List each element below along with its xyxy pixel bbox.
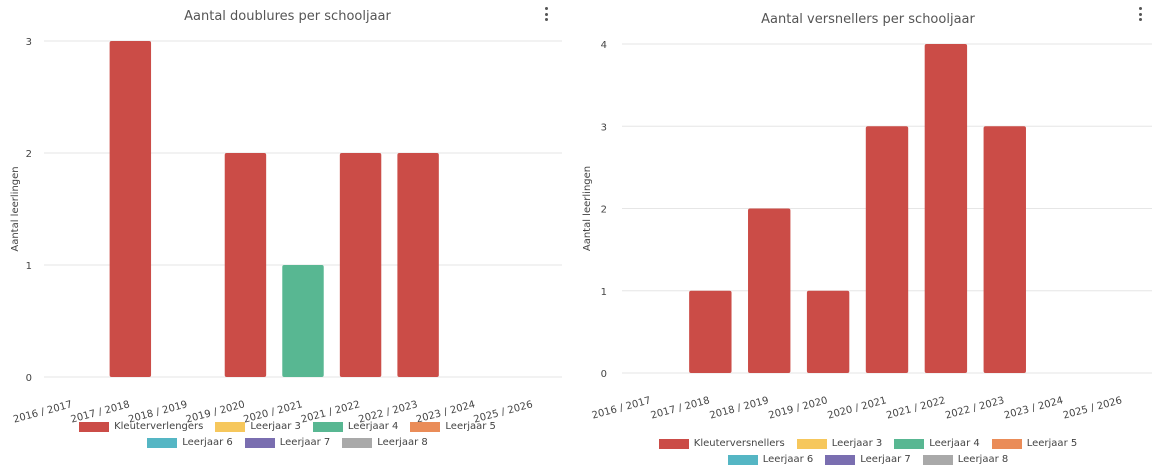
bar (397, 153, 439, 377)
legend-item[interactable]: Leerjaar 7 (244, 437, 331, 448)
legend-item[interactable]: Leerjaar 5 (410, 421, 496, 432)
bar (339, 153, 382, 377)
x-tick-label: 2019 / 2020 (767, 395, 828, 421)
legend-item[interactable]: Leerjaar 6 (147, 437, 233, 448)
chart-title: Aantal doublures per schooljaar (184, 9, 391, 24)
legend-swatch (410, 421, 441, 432)
legend-label: Leerjaar 4 (929, 438, 980, 449)
legend-item[interactable]: Leerjaar 3 (796, 438, 883, 449)
legend-label: Leerjaar 6 (182, 437, 233, 448)
legend-swatch (922, 454, 953, 465)
bar (806, 290, 850, 373)
legend-swatch (244, 437, 275, 448)
legend-label: Kleuterverlengers (114, 421, 204, 432)
legend-label: Leerjaar 6 (762, 454, 814, 465)
y-tick-label: 0 (601, 369, 607, 380)
more-vertical-icon[interactable] (539, 6, 553, 22)
legend-label: Leerjaar 3 (250, 421, 301, 432)
x-tick-label: 2025 / 2026 (1062, 395, 1123, 421)
legend-item[interactable]: Leerjaar 7 (825, 454, 911, 465)
x-tick-label: 2023 / 2024 (1003, 395, 1064, 421)
y-tick-label: 0 (26, 373, 32, 384)
legend-label: Leerjaar 5 (445, 421, 496, 432)
legend-label: Leerjaar 8 (957, 454, 1009, 465)
y-tick-label: 1 (601, 287, 607, 298)
y-tick-label: 1 (26, 261, 32, 272)
y-tick-label: 3 (26, 37, 32, 48)
legend-label: Leerjaar 7 (279, 437, 331, 448)
bar (748, 208, 791, 373)
bar (924, 44, 968, 373)
chart-legend: Kleuterversnellers Leerjaar 3 Leerjaar 4 Le… (578, 438, 1158, 470)
legend-item[interactable]: Leerjaar 8 (922, 454, 1009, 465)
chart-panel-doublures: Aantal doublures per schooljaar 0 1 2 3 Aant… (0, 0, 575, 475)
legend-item[interactable]: Leerjaar 5 (991, 438, 1078, 449)
legend-swatch (342, 437, 373, 448)
legend-swatch (312, 421, 343, 432)
x-tick-label: 2021 / 2022 (885, 395, 946, 421)
chart-legend: Kleuterverlengers Leerjaar 3 Leerjaar 4 Lee… (0, 421, 575, 453)
legend-label: Leerjaar 8 (377, 437, 428, 448)
legend-swatch (991, 438, 1022, 449)
x-tick-label: 2022 / 2023 (944, 395, 1005, 421)
legend-item[interactable]: Leerjaar 8 (342, 437, 428, 448)
legend-label: Leerjaar 3 (831, 438, 883, 449)
bar (282, 265, 324, 377)
bar (109, 41, 152, 377)
legend-swatch (215, 421, 246, 432)
legend-swatch (79, 421, 110, 432)
legend-item[interactable]: Leerjaar 4 (312, 421, 399, 432)
bar (689, 290, 732, 373)
bar (224, 153, 267, 377)
more-vertical-icon[interactable] (1133, 6, 1147, 22)
x-tick-label: 2016 / 2017 (591, 395, 652, 421)
legend-item[interactable]: Leerjaar 4 (894, 438, 980, 449)
legend-item[interactable]: Leerjaar 6 (727, 454, 814, 465)
legend-swatch (727, 454, 758, 465)
bar (865, 126, 909, 373)
legend-label: Leerjaar 7 (860, 454, 911, 465)
legend-label: Leerjaar 5 (1026, 438, 1078, 449)
legend-label: Leerjaar 4 (347, 421, 399, 432)
x-tick-label: 2020 / 2021 (826, 395, 887, 421)
legend-swatch (894, 438, 925, 449)
chart-title: Aantal versnellers per schooljaar (761, 12, 975, 27)
legend-label: Kleuterversnellers (693, 438, 785, 449)
x-tick-label: 2017 / 2018 (650, 395, 711, 421)
legend-swatch (825, 454, 856, 465)
y-axis-title: Aantal leerlingen (582, 166, 593, 251)
chart-panel-versnellers: Aantal versnellers per schooljaar 0 1 2 3 4 A… (578, 0, 1158, 475)
y-tick-label: 3 (601, 122, 607, 133)
legend-swatch (796, 438, 827, 449)
legend-swatch (147, 437, 178, 448)
legend-item[interactable]: Kleuterversnellers (658, 438, 785, 449)
y-tick-label: 2 (26, 149, 32, 160)
legend-swatch (658, 438, 689, 449)
x-tick-label: 2018 / 2019 (709, 395, 770, 421)
y-tick-label: 4 (601, 40, 607, 51)
bar (983, 126, 1026, 373)
y-tick-label: 2 (601, 205, 607, 216)
legend-item[interactable]: Leerjaar 3 (215, 421, 301, 432)
legend-item[interactable]: Kleuterverlengers (79, 421, 203, 432)
y-axis-title: Aantal leerlingen (10, 166, 21, 251)
